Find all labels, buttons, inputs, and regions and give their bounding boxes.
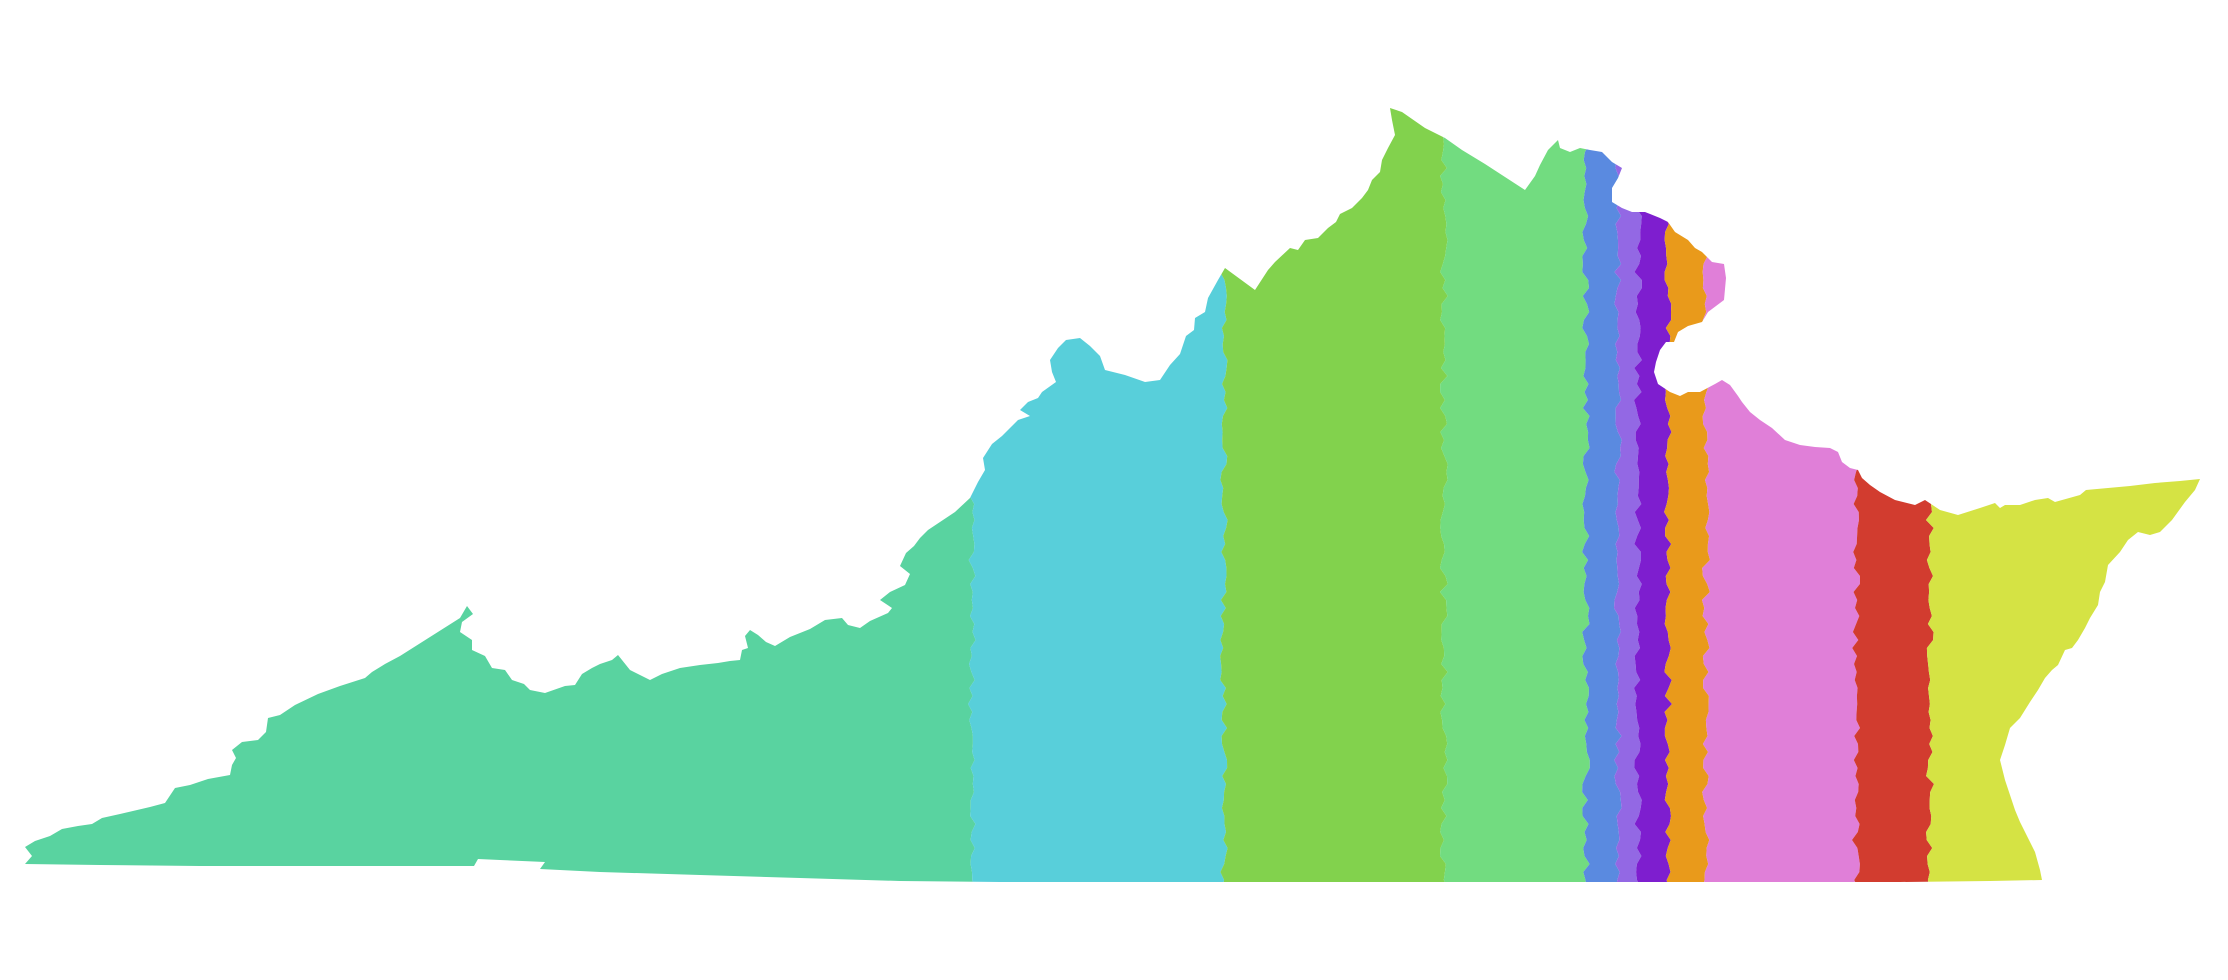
map-band-8 (1664, 108, 1710, 882)
map-band-11 (1926, 108, 2200, 882)
map-band-1 (25, 108, 976, 882)
map-band-3 (1220, 108, 1448, 882)
map-band-5 (1582, 108, 1622, 882)
map-band-6 (1614, 108, 1642, 882)
map-band-7 (1634, 108, 1672, 882)
map-band-2 (968, 108, 1228, 882)
map-band-9 (1702, 108, 1860, 882)
map-band-10 (1852, 108, 1934, 882)
map-band-4 (1440, 108, 1590, 882)
